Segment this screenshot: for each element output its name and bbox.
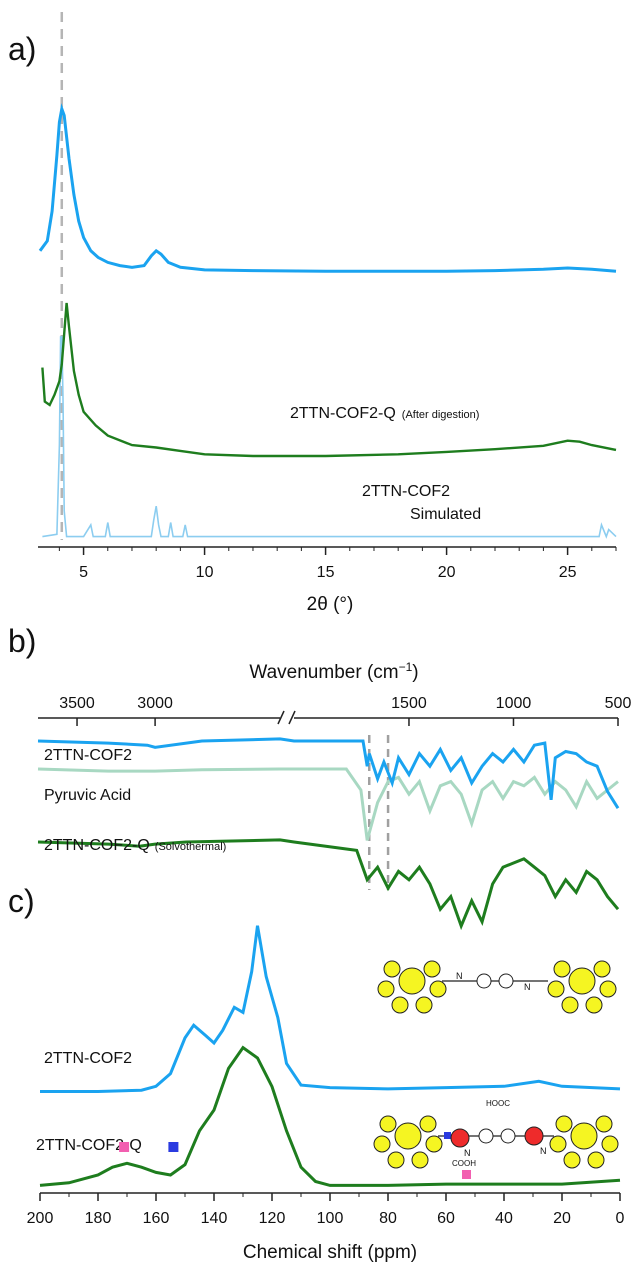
panel-c-tick-label: 120: [259, 1210, 286, 1227]
panel-c-tick-label: 40: [495, 1210, 513, 1227]
label-b-2ttn-cof2-q: 2TTN-COF2-Q (Solvothermal): [44, 837, 226, 854]
quinoline-ring-right: [524, 1126, 544, 1146]
panel-b-tick-label: 500: [605, 695, 632, 712]
panel-b-tick-label: 1500: [391, 695, 427, 712]
panel-b-x-axis-title: Wavenumber (cm−1): [249, 660, 418, 683]
panel-c-x-ticks: 200 180 160 140 120 100 80 60 40 20 0: [27, 1193, 625, 1227]
panel-c-tick-label: 60: [437, 1210, 455, 1227]
label-b-2ttn-cof2: 2TTN-COF2: [44, 747, 132, 764]
panel-b-label: b): [8, 623, 36, 659]
structure-2ttn-cof2-q-illustration: HOOC COOH N N: [373, 1099, 619, 1179]
panel-c-tick-label: 180: [85, 1210, 112, 1227]
panel-c-x-axis-title: Chemical shift (ppm): [243, 1242, 417, 1263]
quinoline-ring-left: [450, 1128, 470, 1148]
label-simulated: Simulated: [410, 506, 481, 523]
label-b-pyruvic-acid: Pyruvic Acid: [44, 787, 131, 804]
ttn-core-left: [377, 960, 447, 1014]
series-2ttn-cof2-line-b: [37, 737, 620, 809]
label-after-digestion: (After digestion): [402, 409, 480, 421]
axis-break-mark-left: [277, 710, 285, 725]
panel-a-tick-label: 5: [79, 564, 88, 581]
ttn-core-left-q: [373, 1115, 443, 1169]
panel-a-tick-label: 25: [559, 564, 577, 581]
label-2ttn-cof2: 2TTN-COF2: [362, 483, 450, 500]
label-2ttn-cof2-q: 2TTN-COF2-Q (After digestion): [290, 405, 479, 422]
panel-c-tick-label: 200: [27, 1210, 54, 1227]
structure-cooh-label: COOH: [452, 1159, 476, 1168]
panel-a-label: a): [8, 31, 36, 67]
panel-a-x-axis-title: 2θ (°): [307, 594, 354, 615]
label-solvothermal: (Solvothermal): [155, 841, 227, 853]
structure-n-label-4: N: [540, 1146, 547, 1156]
panel-c-peak-marker: [119, 1142, 130, 1152]
series-2ttn-cof2-q-line-b: [37, 838, 620, 931]
label-c-2ttn-cof2: 2TTN-COF2: [44, 1050, 132, 1067]
axis-break-mark-right: [288, 710, 296, 725]
panel-c-tick-label: 80: [379, 1210, 397, 1227]
structure-2ttn-cof2-illustration: N N: [377, 960, 617, 1014]
structure-hooc-label: HOOC: [486, 1099, 510, 1108]
panel-c-label: c): [8, 883, 35, 919]
structure-n-label-2: N: [524, 982, 531, 992]
panel-c-tick-label: 140: [201, 1210, 228, 1227]
panel-c-markers: [119, 1142, 179, 1152]
ttn-core-right-q: [549, 1115, 619, 1169]
carboxyl-marker-pink: [462, 1170, 471, 1179]
imine-marker-blue: [444, 1132, 451, 1139]
panel-a-x-ticks: 5 10 15 20 25: [58, 547, 617, 581]
panel-c-tick-label: 0: [616, 1210, 625, 1227]
panel-a-xrd-chart: a) 2TTN-COF2 2TTN-COF2-Q (After digestion…: [8, 12, 617, 615]
panel-c-peak-marker: [168, 1142, 179, 1152]
panel-c-tick-label: 20: [553, 1210, 571, 1227]
panel-a-tick-label: 20: [438, 564, 456, 581]
structure-n-label-1: N: [456, 971, 463, 981]
panel-c-tick-label: 160: [143, 1210, 170, 1227]
panel-b-reference-lines: [368, 735, 390, 890]
panel-b-tick-label: 3500: [59, 695, 95, 712]
ttn-core-right: [547, 960, 617, 1014]
series-2ttn-cof2-line: [38, 103, 617, 273]
series-2ttn-cof2-line-c: [40, 925, 621, 1093]
panel-c-nmr-chart: c) 2TTN-COF2 2TTN-COF2-Q N N: [8, 883, 625, 1263]
label-c-2ttn-cof2-q: 2TTN-COF2-Q: [36, 1137, 142, 1154]
series-2ttn-cof2-q-line: [41, 302, 617, 458]
panel-b-ftir-chart: b) Wavenumber (cm−1) 3500 3000 1500 1000 500…: [8, 623, 631, 931]
panel-b-x-ticks: 3500 3000 1500 1000 500: [59, 695, 631, 726]
panel-a-tick-label: 15: [317, 564, 335, 581]
series-2ttn-cof2-q-line-c: [39, 1045, 621, 1187]
panel-c-tick-label: 100: [317, 1210, 344, 1227]
series-pyruvic-acid-line: [37, 767, 619, 841]
panel-b-tick-label: 3000: [137, 695, 173, 712]
panel-a-tick-label: 10: [196, 564, 214, 581]
panel-b-tick-label: 1000: [496, 695, 532, 712]
structure-n-label-3: N: [464, 1148, 471, 1158]
series-simulated-line: [42, 336, 617, 539]
